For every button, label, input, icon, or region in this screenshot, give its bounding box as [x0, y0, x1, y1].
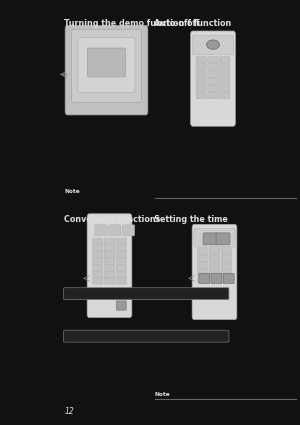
FancyBboxPatch shape — [104, 258, 115, 264]
FancyBboxPatch shape — [193, 35, 233, 55]
Ellipse shape — [206, 40, 220, 49]
FancyBboxPatch shape — [92, 251, 103, 258]
Text: 12: 12 — [64, 408, 74, 416]
FancyBboxPatch shape — [208, 92, 218, 99]
FancyBboxPatch shape — [87, 48, 126, 77]
FancyBboxPatch shape — [116, 251, 127, 258]
FancyBboxPatch shape — [209, 269, 220, 276]
FancyBboxPatch shape — [209, 248, 220, 255]
Text: Convenient functions: Convenient functions — [64, 215, 161, 224]
FancyBboxPatch shape — [109, 225, 121, 236]
FancyBboxPatch shape — [220, 78, 230, 85]
FancyBboxPatch shape — [92, 278, 103, 284]
FancyBboxPatch shape — [196, 71, 206, 77]
FancyBboxPatch shape — [209, 262, 220, 269]
FancyBboxPatch shape — [116, 278, 127, 284]
FancyBboxPatch shape — [203, 233, 217, 245]
FancyBboxPatch shape — [104, 265, 115, 271]
FancyBboxPatch shape — [197, 276, 208, 283]
Text: To dim the display panel: To dim the display panel — [68, 291, 144, 296]
FancyBboxPatch shape — [220, 57, 230, 63]
FancyBboxPatch shape — [192, 224, 237, 320]
Text: Note: Note — [64, 189, 80, 194]
FancyBboxPatch shape — [104, 238, 115, 244]
FancyBboxPatch shape — [196, 92, 206, 99]
FancyBboxPatch shape — [223, 273, 234, 283]
FancyBboxPatch shape — [208, 57, 218, 63]
FancyBboxPatch shape — [221, 248, 232, 255]
FancyBboxPatch shape — [104, 251, 115, 258]
FancyBboxPatch shape — [104, 271, 115, 278]
FancyBboxPatch shape — [221, 276, 232, 283]
FancyBboxPatch shape — [208, 85, 218, 92]
FancyBboxPatch shape — [197, 262, 208, 269]
FancyBboxPatch shape — [216, 233, 230, 245]
FancyBboxPatch shape — [221, 269, 232, 276]
FancyBboxPatch shape — [92, 271, 103, 278]
FancyBboxPatch shape — [92, 245, 103, 251]
FancyBboxPatch shape — [208, 64, 218, 70]
FancyBboxPatch shape — [116, 238, 127, 244]
FancyBboxPatch shape — [116, 301, 126, 310]
Text: Auto-off function: Auto-off function — [154, 19, 232, 28]
FancyBboxPatch shape — [197, 248, 208, 255]
Text: To mute the volume: To mute the volume — [68, 334, 130, 339]
FancyBboxPatch shape — [208, 78, 218, 85]
FancyBboxPatch shape — [78, 37, 135, 93]
FancyBboxPatch shape — [72, 29, 141, 102]
FancyBboxPatch shape — [122, 225, 135, 236]
FancyBboxPatch shape — [64, 288, 229, 300]
FancyBboxPatch shape — [196, 85, 206, 92]
FancyBboxPatch shape — [220, 85, 230, 92]
FancyBboxPatch shape — [220, 71, 230, 77]
FancyBboxPatch shape — [211, 273, 222, 283]
FancyBboxPatch shape — [104, 245, 115, 251]
FancyBboxPatch shape — [191, 31, 236, 126]
FancyBboxPatch shape — [116, 265, 127, 271]
FancyBboxPatch shape — [196, 64, 206, 70]
FancyBboxPatch shape — [92, 265, 103, 271]
FancyBboxPatch shape — [208, 71, 218, 77]
FancyBboxPatch shape — [220, 64, 230, 70]
FancyBboxPatch shape — [197, 269, 208, 276]
FancyBboxPatch shape — [199, 273, 210, 283]
FancyBboxPatch shape — [221, 255, 232, 261]
Text: Setting the time: Setting the time — [154, 215, 228, 224]
FancyBboxPatch shape — [92, 258, 103, 264]
Text: Turning the demo function off: Turning the demo function off — [64, 19, 200, 28]
FancyBboxPatch shape — [196, 78, 206, 85]
FancyBboxPatch shape — [197, 255, 208, 261]
Text: Note: Note — [154, 392, 170, 397]
FancyBboxPatch shape — [64, 330, 229, 342]
FancyBboxPatch shape — [116, 271, 127, 278]
FancyBboxPatch shape — [116, 258, 127, 264]
FancyBboxPatch shape — [221, 262, 232, 269]
FancyBboxPatch shape — [95, 225, 107, 236]
FancyBboxPatch shape — [220, 92, 230, 99]
FancyBboxPatch shape — [65, 26, 148, 115]
FancyBboxPatch shape — [92, 238, 103, 244]
FancyBboxPatch shape — [209, 276, 220, 283]
FancyBboxPatch shape — [196, 57, 206, 63]
FancyBboxPatch shape — [87, 214, 132, 317]
FancyBboxPatch shape — [104, 278, 115, 284]
FancyBboxPatch shape — [116, 245, 127, 251]
FancyBboxPatch shape — [209, 255, 220, 261]
FancyBboxPatch shape — [194, 229, 235, 247]
